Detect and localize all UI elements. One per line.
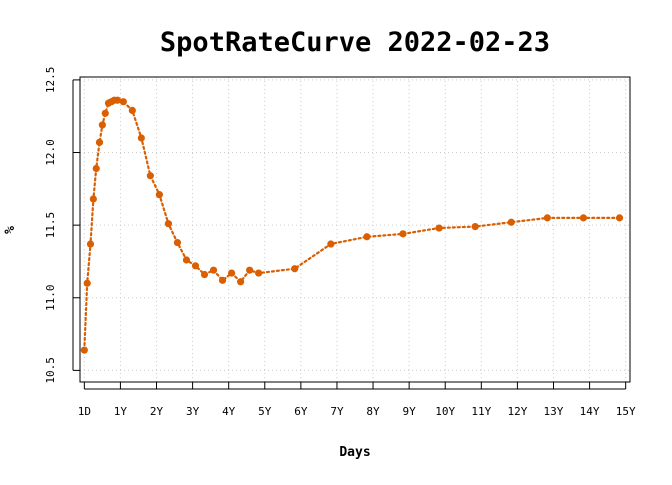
data-point (227, 269, 236, 277)
data-point (507, 218, 515, 226)
grid (80, 77, 630, 382)
data-point (246, 266, 254, 274)
x-tick-label: 8Y (366, 405, 380, 418)
data-point (119, 98, 127, 106)
x-tick-label: 5Y (258, 405, 272, 418)
x-tick-label: 14Y (580, 405, 600, 418)
data-point (80, 346, 88, 354)
data-point (182, 256, 191, 264)
y-tick-label: 12.5 (44, 67, 57, 94)
data-point (137, 134, 145, 142)
x-tick-label: 7Y (330, 405, 344, 418)
data-point (113, 96, 122, 104)
data-point (435, 224, 443, 232)
data-point (173, 238, 182, 247)
data-point (236, 278, 245, 286)
data-point (255, 269, 263, 277)
data-point (86, 240, 95, 248)
data-point (83, 279, 91, 287)
data-point (200, 270, 209, 279)
data-point (146, 172, 154, 180)
y-axis-label: % (3, 226, 18, 234)
data-point (291, 265, 299, 273)
chart-title: SpotRateCurve 2022-02-23 (160, 27, 550, 58)
series (80, 96, 624, 354)
x-tick-label: 4Y (222, 405, 236, 418)
data-point (579, 214, 588, 222)
data-point (95, 138, 104, 146)
x-tick-label: 1D (78, 405, 91, 418)
x-tick-label: 12Y (507, 405, 527, 418)
data-point (209, 266, 218, 274)
y-tick-label: 10.5 (44, 357, 57, 384)
y-tick-label: 11.0 (44, 285, 57, 312)
x-tick-label: 11Y (471, 405, 491, 418)
x-tick-label: 2Y (150, 405, 164, 418)
data-point (191, 262, 200, 270)
x-tick-label: 15Y (616, 405, 636, 418)
x-tick-label: 13Y (544, 405, 564, 418)
data-point (543, 214, 551, 222)
data-point (218, 276, 227, 284)
data-point (89, 195, 97, 203)
y-tick-label: 11.5 (44, 212, 57, 239)
data-point (615, 214, 624, 222)
data-point (399, 230, 407, 238)
y-tick-label: 12.0 (44, 139, 57, 166)
plot-frame (79, 76, 631, 383)
data-point (363, 233, 371, 241)
x-axis-label: Days (339, 445, 370, 460)
data-point (327, 240, 335, 248)
y-axis: 10.5 11.0 11.5 12.0 12.5 (44, 67, 80, 384)
data-point (128, 106, 136, 115)
x-axis: 1D 1Y 2Y 3Y 4Y 5Y 6Y 7Y 8Y 9Y 10Y 11Y 12Y 13Y 14Y 15Y (78, 382, 636, 418)
x-tick-label: 9Y (403, 405, 417, 418)
x-tick-label: 10Y (435, 405, 455, 418)
x-tick-label: 1Y (114, 405, 128, 418)
data-point (101, 109, 109, 117)
x-tick-label: 6Y (294, 405, 308, 418)
x-tick-label: 3Y (186, 405, 200, 418)
data-point (155, 191, 163, 199)
data-point (92, 164, 100, 173)
data-point (98, 121, 106, 129)
data-point (164, 220, 173, 228)
data-point (471, 222, 479, 231)
